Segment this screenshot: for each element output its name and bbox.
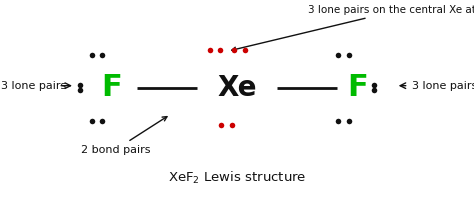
Text: Xe: Xe — [217, 74, 257, 102]
Text: F: F — [101, 73, 122, 102]
Text: 2 bond pairs: 2 bond pairs — [81, 117, 167, 155]
Text: 3 lone pairs: 3 lone pairs — [1, 81, 66, 91]
Text: F: F — [347, 73, 368, 102]
Text: XeF$_2$ Lewis structure: XeF$_2$ Lewis structure — [168, 170, 306, 186]
Text: 3 lone pairs: 3 lone pairs — [412, 81, 474, 91]
Text: 3 lone pairs on the central Xe atom: 3 lone pairs on the central Xe atom — [232, 5, 474, 51]
